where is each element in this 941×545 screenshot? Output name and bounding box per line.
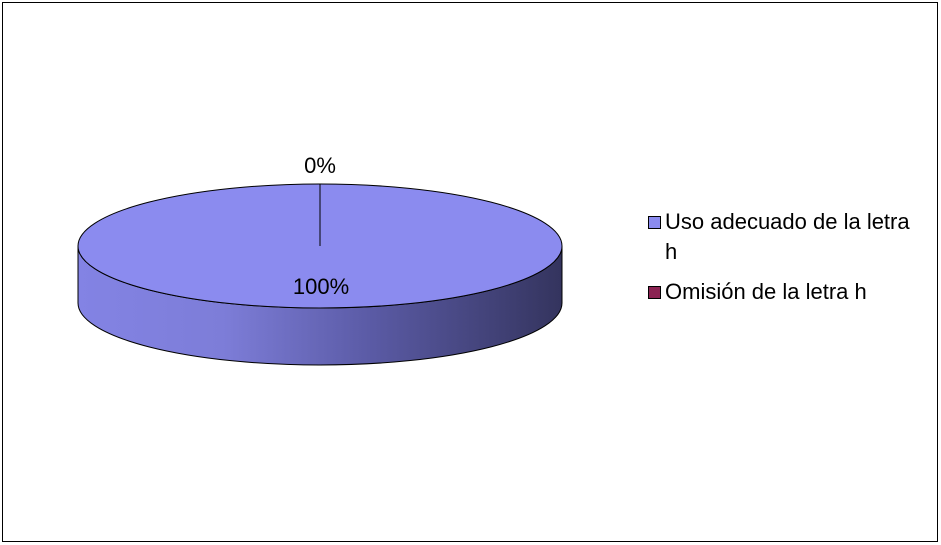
legend-swatch-omision <box>648 286 661 299</box>
data-label-omision: 0% <box>304 153 336 178</box>
legend-label-omision: Omisión de la letra h <box>665 279 867 304</box>
legend-item-omision: Omisión de la letra h <box>648 277 928 307</box>
data-label-uso-adecuado: 100% <box>293 274 349 299</box>
legend-swatch-uso-adecuado <box>648 216 661 229</box>
legend-label-uso-adecuado: Uso adecuado de la letra h <box>665 209 910 264</box>
legend-item-uso-adecuado: Uso adecuado de la letra h <box>648 207 928 267</box>
legend: Uso adecuado de la letra h Omisión de la… <box>648 207 928 317</box>
